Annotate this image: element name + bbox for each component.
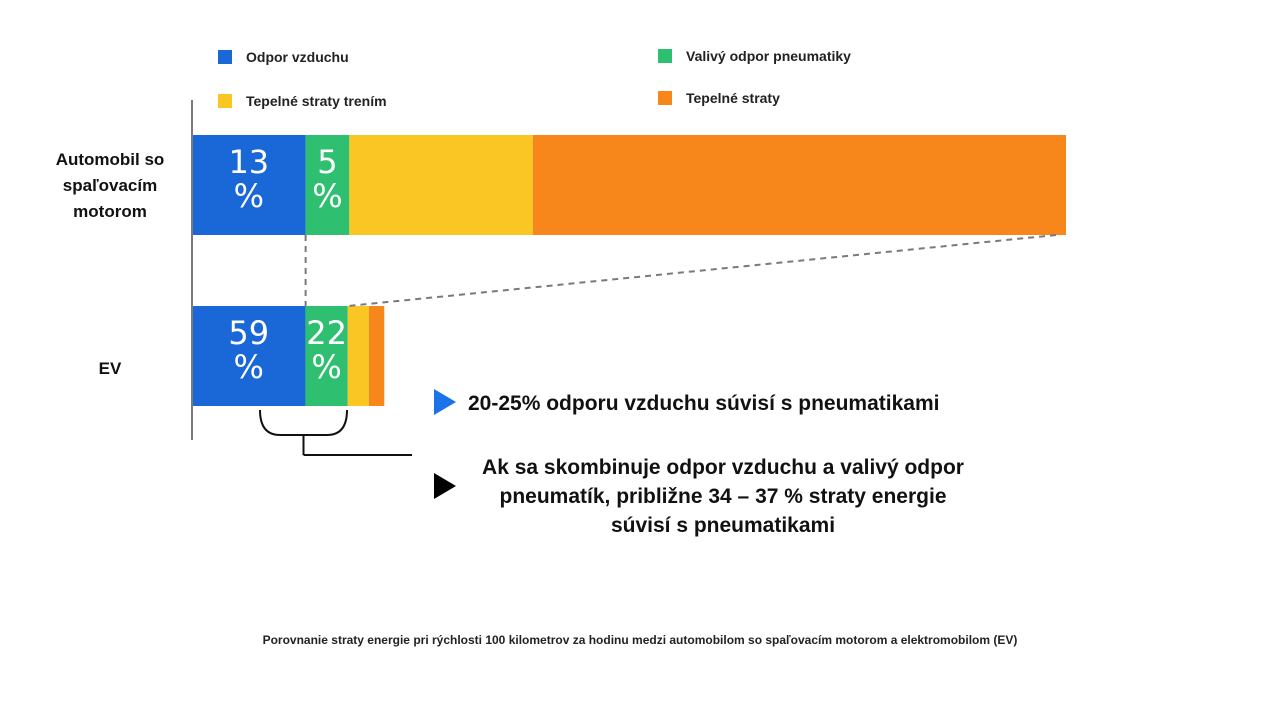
bar-value-label: %: [234, 348, 264, 386]
bar-value-label: 59: [228, 314, 269, 352]
legend-label: Valivý odpor pneumatiky: [686, 48, 851, 64]
row-label-ice: Automobil so spaľovacím motorom: [55, 150, 165, 221]
bar-segment: [368, 306, 385, 406]
legend-item-air-resistance: Odpor vzduchu: [218, 49, 349, 65]
legend-item-heat-loss: Tepelné straty: [658, 90, 780, 106]
note-text: 20-25% odporu vzduchu súvisí s pneumatik…: [468, 392, 940, 415]
legend-label: Tepelné straty: [686, 90, 780, 106]
legend-swatch: [658, 91, 672, 105]
legend-swatch: [658, 49, 672, 63]
row-label-ev: EV: [98, 359, 122, 378]
note-air-resistance: 20-25% odporu vzduchu súvisí s pneumatik…: [434, 389, 939, 418]
bar-value-label: 13: [228, 143, 269, 181]
bar-segment: [192, 306, 306, 406]
bar-value-label: 5: [317, 143, 337, 181]
note-text: Ak sa skombinuje odpor vzduchu a valivý …: [482, 456, 964, 537]
legend-item-friction-heat-loss: Tepelné straty trením: [218, 93, 387, 109]
note-combined: Ak sa skombinuje odpor vzduchu a valivý …: [434, 453, 978, 540]
legend-label: Tepelné straty trením: [246, 93, 387, 109]
figure-caption: Porovnanie straty energie pri rýchlosti …: [262, 633, 1018, 647]
legend-item-rolling-resistance: Valivý odpor pneumatiky: [658, 48, 851, 64]
bar-segment: [305, 306, 348, 406]
bar-value-label: %: [311, 348, 341, 386]
legend-swatch: [218, 94, 232, 108]
connector-dashed-line: [347, 234, 1057, 307]
bar-value-label: 22: [306, 314, 347, 352]
bar-segment: [347, 306, 369, 406]
legend-swatch: [218, 50, 232, 64]
bar-segment: [349, 135, 533, 235]
bar-segment: [532, 135, 1066, 235]
play-arrow-icon: [434, 473, 456, 499]
play-arrow-icon: [434, 389, 456, 415]
bracket: [259, 409, 348, 436]
bar-segment: [192, 135, 306, 235]
bar-value-label: %: [312, 177, 342, 215]
legend-label: Odpor vzduchu: [246, 49, 349, 65]
bar-segment: [305, 135, 350, 235]
bar-value-label: %: [234, 177, 264, 215]
